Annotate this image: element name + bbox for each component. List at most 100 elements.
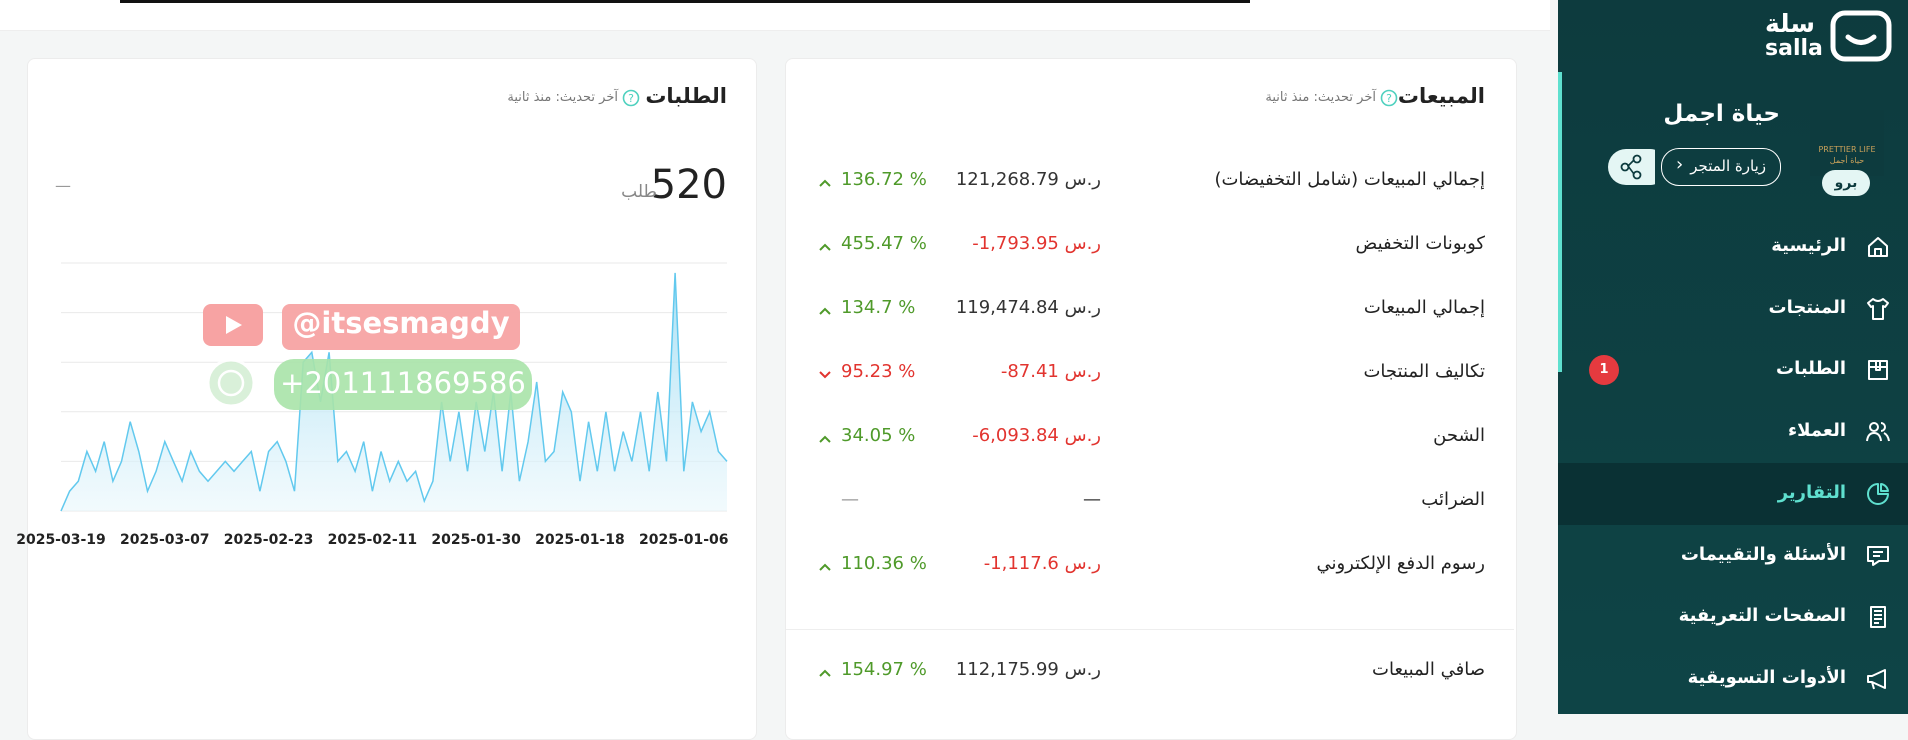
caret <box>819 179 831 187</box>
menu-icon <box>1867 297 1889 320</box>
menu-icon <box>1866 422 1890 442</box>
row-label: تكاليف المنتجات <box>1363 361 1485 382</box>
row-label: إجمالي المبيعات (شامل التخفيضات) <box>1214 169 1485 190</box>
caret <box>819 563 831 571</box>
menu-item[interactable] <box>1558 407 1908 457</box>
row-change: 154.97 % <box>841 659 927 680</box>
logo-icon <box>1830 10 1892 62</box>
trend-up <box>819 435 831 443</box>
page-icon <box>1870 606 1886 629</box>
menu-icon <box>1868 237 1888 257</box>
menu-label: المنتجات <box>1768 296 1846 318</box>
card-title: المبيعات <box>1397 84 1485 108</box>
trend-up <box>819 179 831 187</box>
share-bg <box>1608 149 1655 185</box>
row-change: 134.7 % <box>841 297 916 318</box>
youtube-play <box>226 316 242 334</box>
store-logo <box>1810 110 1884 176</box>
scroll-indicator <box>1558 72 1562 372</box>
order-dash: — <box>55 176 71 195</box>
row-change: 34.05 % <box>841 425 916 446</box>
row-change: 95.23 % <box>841 361 916 382</box>
order-count: 520 <box>650 162 727 208</box>
plan-badge: برو <box>1822 170 1870 196</box>
help-mark: ? <box>628 92 634 105</box>
home-icon <box>1868 237 1888 257</box>
trend-up <box>819 243 831 251</box>
menu-badge: 1 <box>1589 355 1619 386</box>
trend-up <box>819 307 831 315</box>
menu-icon <box>1867 668 1886 690</box>
row-amount: -1,117.6 ر.س <box>983 553 1101 574</box>
visit-store-label: زيارة المتجر <box>1690 157 1766 175</box>
menu-icon <box>1867 545 1889 566</box>
x-tick-label: 2025-03-07 <box>120 532 210 548</box>
active-row <box>1558 462 1908 525</box>
row-label: صافي المبيعات <box>1372 659 1485 680</box>
caret <box>819 435 831 443</box>
store-logo-sub: حياة أجمل <box>1829 156 1865 165</box>
share-button[interactable] <box>1607 148 1655 186</box>
menu-label: الرئيسية <box>1771 235 1846 256</box>
row-amount: 119,474.84 ر.س <box>955 297 1101 318</box>
order-unit: طلب <box>621 182 657 202</box>
store-logo-text: PRETTIER LIFE <box>1818 145 1876 154</box>
watermark-handle: @itsesmagdy <box>292 306 510 340</box>
brand-latin: salla <box>1765 36 1823 61</box>
top-line <box>120 0 1250 3</box>
menu-label: الأسئلة والتقييمات <box>1680 543 1846 565</box>
menu-item[interactable] <box>1558 222 1908 272</box>
users-icon <box>1866 422 1890 442</box>
row-amount: -87.41 ر.س <box>1000 361 1101 382</box>
row-amount: 112,175.99 ر.س <box>955 659 1101 680</box>
row-amount: — <box>1083 489 1101 510</box>
visit-store-button[interactable]: زيارة المتجر › <box>1661 148 1781 186</box>
menu-item[interactable] <box>1558 469 1908 519</box>
row-amount: -1,793.95 ر.س <box>972 233 1101 254</box>
area <box>61 272 727 511</box>
help-mark: ? <box>1386 92 1392 105</box>
x-tick-label: 2025-01-06 <box>639 532 729 548</box>
x-tick-label: 2025-03-19 <box>16 532 106 548</box>
brand-arabic: سلة <box>1765 9 1815 38</box>
x-tick-label: 2025-01-18 <box>535 532 625 548</box>
row-change: 455.47 % <box>841 233 927 254</box>
caret <box>819 307 831 315</box>
sales-card <box>785 58 1517 740</box>
store-name: حياة اجمل <box>1663 101 1780 127</box>
row-change: 136.72 % <box>841 169 927 190</box>
trend-up <box>819 563 831 571</box>
orders-chart: 2025-01-06 2025-01-18 2025-01-30 2025-02-11… <box>16 262 729 548</box>
menu-icon <box>1870 606 1886 629</box>
menu-item[interactable] <box>1558 284 1908 334</box>
updated-text: آخر تحديث: منذ ثانية <box>507 90 618 105</box>
menu-label: العملاء <box>1787 420 1846 442</box>
chevron: › <box>1676 154 1684 175</box>
divider <box>786 629 1514 630</box>
card-title: الطلبات <box>645 84 727 108</box>
x-tick-label: 2025-02-11 <box>328 532 418 548</box>
menu-label: الطلبات <box>1775 358 1846 380</box>
row-label: كوبونات التخفيض <box>1355 233 1485 254</box>
x-tick-label: 2025-02-23 <box>224 532 314 548</box>
watermark-phone: +201111869586 <box>280 366 526 400</box>
row-label: الضرائب <box>1421 489 1485 510</box>
menu-label: التقارير <box>1777 481 1846 503</box>
row-amount: -6,093.84 ر.س <box>972 425 1101 446</box>
help-icon: ? <box>1380 89 1398 107</box>
shirt-icon <box>1867 297 1889 320</box>
row-amount: 121,268.79 ر.س <box>955 169 1101 190</box>
trend-down <box>819 371 831 379</box>
wa-ring <box>206 358 256 408</box>
row-label: إجمالي المبيعات <box>1363 297 1485 318</box>
share-dot <box>1632 170 1642 180</box>
help-circle <box>1380 89 1398 107</box>
menu-icon <box>1868 360 1888 381</box>
menu-label: الأدوات التسويقية <box>1687 666 1846 688</box>
logo-box <box>1830 10 1892 62</box>
help-circle <box>622 89 640 107</box>
caret <box>819 243 831 251</box>
x-tick-label: 2025-01-30 <box>431 532 521 548</box>
share-dot <box>1632 154 1642 164</box>
